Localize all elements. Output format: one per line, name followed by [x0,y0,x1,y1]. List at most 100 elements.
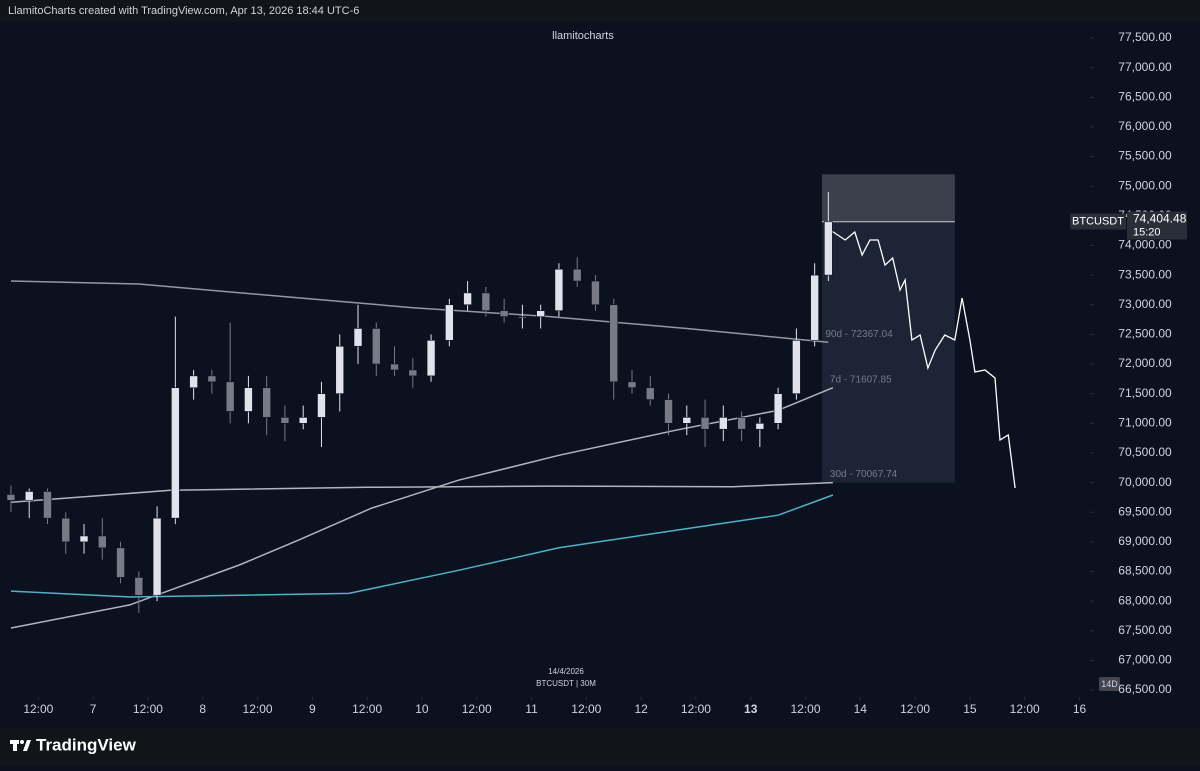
y-tick-label: 72,000.00 [1118,356,1172,370]
candle-body [189,375,198,389]
candle-body [719,417,728,430]
x-tick-label: 8 [199,702,206,716]
y-tick-label: 68,500.00 [1118,564,1172,578]
candle-body [463,292,472,306]
candle-body [298,417,308,424]
date-note: 14/4/2026 [548,667,584,676]
watermark: llamitocharts [552,30,614,42]
price-box [1127,211,1187,240]
y-tick-label: 73,000.00 [1118,297,1172,311]
candle-body [518,316,527,318]
candle-body [810,274,819,341]
candle-body [824,221,833,276]
x-tick-label: 12:00 [243,702,273,716]
x-tick-label: 16 [1073,702,1087,716]
candle-body [627,381,637,389]
x-tick-label: 10 [415,702,429,716]
x-tick-label: 9 [309,702,316,716]
range-badge[interactable]: 14D [1101,679,1118,689]
y-tick-label: 69,500.00 [1118,504,1172,518]
candle-body [426,340,436,377]
x-tick-label: 12:00 [462,702,492,716]
candle-body [171,387,180,519]
candle-body [116,547,125,578]
series-label: 7d - 71607.85 [830,374,892,385]
x-tick-label: 12:00 [790,702,820,716]
y-tick-label: 73,500.00 [1118,267,1172,281]
series-line [10,494,834,598]
target-zone [821,221,955,483]
candle-body [609,304,619,383]
candle-body [554,268,564,311]
x-tick-label: 14 [854,702,868,716]
candle-body [664,399,673,424]
candle-body [737,417,746,430]
candle-body [499,310,509,317]
x-tick-label: 12:00 [571,702,601,716]
candle-body [445,304,454,341]
y-tick-label: 67,000.00 [1118,653,1172,667]
candle-body [244,387,253,412]
candle-body [371,328,381,365]
countdown-label: 15:20 [1133,226,1161,238]
candle-body [755,423,765,430]
candle-body [773,393,783,424]
x-tick-label: 12:00 [681,702,711,716]
x-tick-label: 12:00 [1010,702,1040,716]
candle-body [79,535,89,543]
stop-zone [821,174,955,222]
x-tick-label: 12:00 [900,702,930,716]
x-tick-label: 12:00 [352,702,382,716]
series-label: 30d - 70067.74 [830,469,898,480]
candle-body [572,268,582,282]
y-tick-label: 71,500.00 [1118,386,1172,400]
candle-body [645,387,655,400]
candle-body [280,417,290,424]
candle-body [43,491,52,519]
x-tick-label: 13 [744,702,758,716]
candle-body [353,328,363,347]
y-tick-label: 74,000.00 [1118,238,1172,252]
series-label: 90d - 72367.04 [825,329,893,340]
header-bar [0,0,1200,22]
y-tick-label: 75,000.00 [1118,178,1172,192]
candle-body [591,280,600,306]
y-tick-label: 75,500.00 [1118,149,1172,163]
x-tick-label: 7 [90,702,97,716]
y-tick-label: 70,000.00 [1118,475,1172,489]
candle-body [207,375,217,383]
candle-body [61,517,71,543]
candle-body [682,417,692,424]
candle-body [792,340,801,394]
y-tick-label: 70,500.00 [1118,445,1172,459]
series-line [10,280,829,344]
candle-body [225,381,235,412]
y-tick-label: 77,500.00 [1118,30,1172,44]
y-tick-label: 76,000.00 [1118,119,1172,133]
candle-body [390,363,399,371]
candle-body [317,393,326,418]
candle-body [481,292,491,311]
candle-body [335,345,345,394]
candle-body [134,577,144,596]
candle-body [408,369,418,377]
y-tick-label: 68,000.00 [1118,593,1172,607]
series-line [10,481,833,503]
candle-body [97,535,107,549]
y-tick-label: 77,000.00 [1118,60,1172,74]
footer-bar [0,727,1200,766]
y-tick-label: 67,500.00 [1118,623,1172,637]
price-label: 74,404.48 [1133,212,1187,226]
symbol-box [1070,213,1126,230]
range-badge-box [1099,677,1120,691]
symbol-label: BTCUSDT [1072,215,1124,227]
candle-body [536,310,545,317]
header-text: LlamitoCharts created with TradingView.c… [8,5,359,17]
candle-body [262,387,271,418]
x-tick-label: 12:00 [133,702,163,716]
y-tick-label: 71,000.00 [1118,415,1172,429]
candle-body [700,417,710,430]
